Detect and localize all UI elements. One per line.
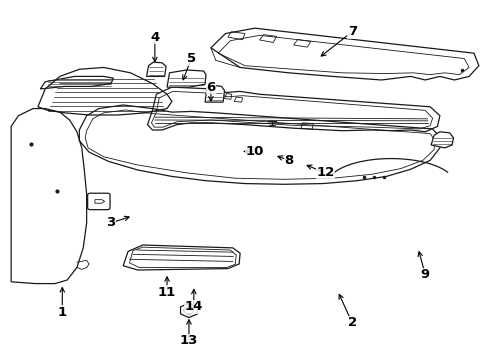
- Text: 1: 1: [58, 306, 67, 319]
- Text: 3: 3: [106, 216, 116, 229]
- Text: 9: 9: [421, 268, 430, 281]
- Polygon shape: [167, 70, 206, 87]
- Text: 2: 2: [347, 316, 357, 329]
- Text: 5: 5: [187, 52, 196, 65]
- Text: 13: 13: [180, 334, 198, 347]
- Text: 12: 12: [316, 166, 335, 179]
- Polygon shape: [205, 85, 224, 102]
- Polygon shape: [431, 132, 454, 148]
- Text: 7: 7: [347, 25, 357, 38]
- Text: 8: 8: [284, 154, 294, 167]
- Text: 10: 10: [245, 145, 264, 158]
- Text: 4: 4: [150, 31, 159, 44]
- Text: 11: 11: [158, 286, 176, 299]
- Text: 14: 14: [185, 300, 203, 313]
- Text: 6: 6: [206, 81, 216, 94]
